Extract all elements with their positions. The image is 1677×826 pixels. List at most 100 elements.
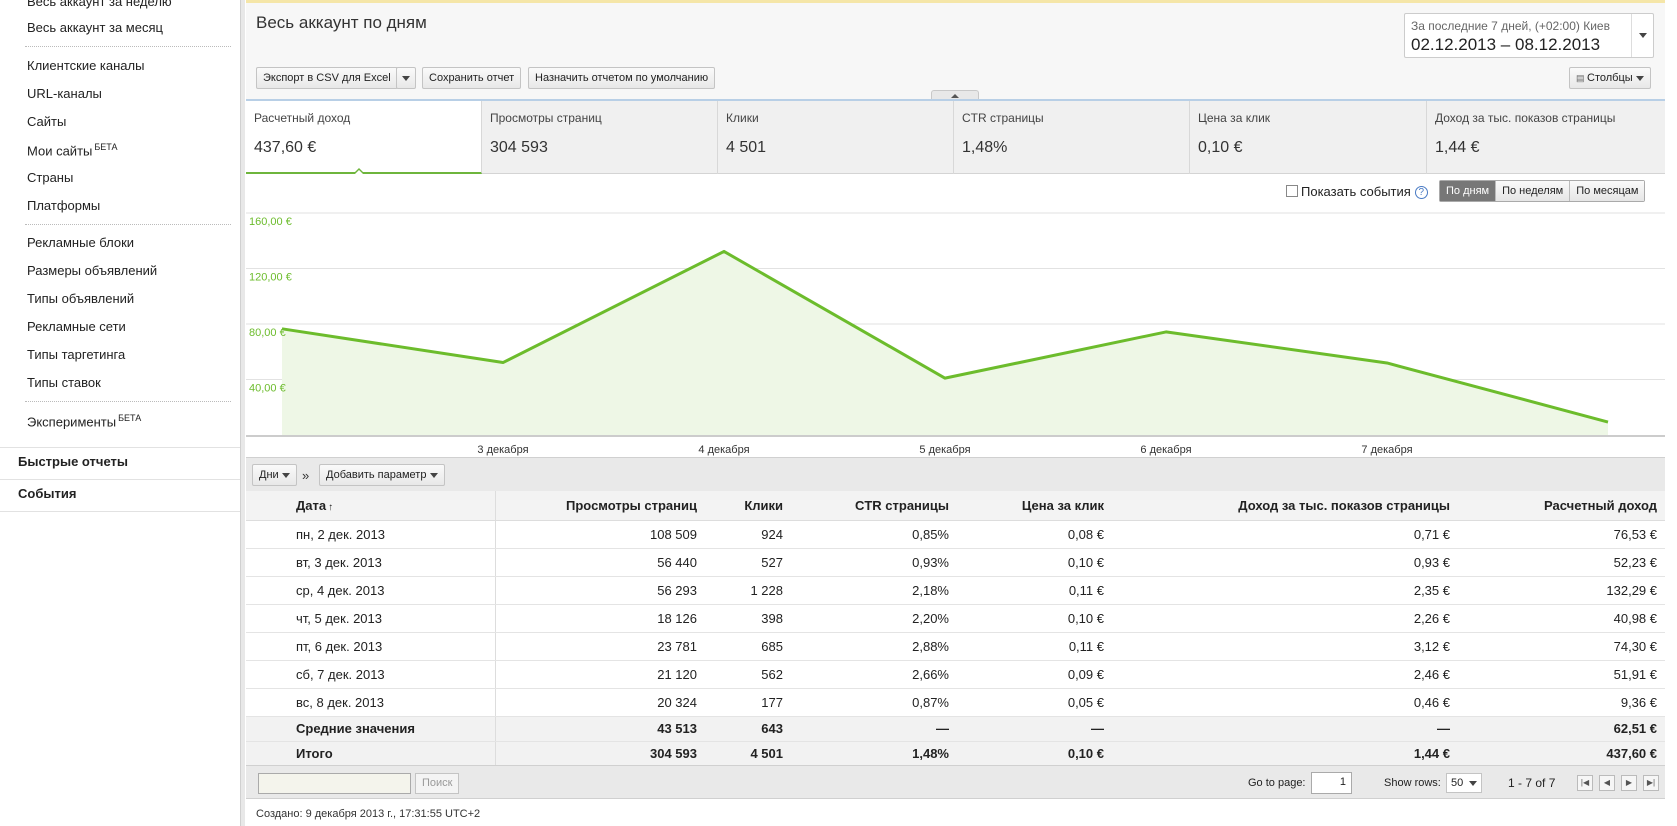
nav-ad-sizes[interactable]: Размеры объявлений [27, 263, 158, 278]
x-tick-label: 4 декабря [698, 444, 749, 456]
table-cell: — [1112, 716, 1458, 742]
nav-targeting-types[interactable]: Типы таргетинга [27, 347, 126, 362]
table-cell: Средние значения [246, 716, 496, 742]
table-toolbar: Дни » Добавить параметр [246, 457, 1665, 491]
table-row: сб, 7 дек. 2013 21 120 562 2,66% 0,09 €2,46 … [246, 660, 1665, 689]
table-cell: 0,10 € [957, 548, 1112, 577]
nav-sites[interactable]: Сайты [27, 114, 67, 129]
col-header-cpc[interactable]: Цена за клик [957, 491, 1112, 521]
y-tick-label: 40,00 € [249, 383, 286, 395]
nav-countries[interactable]: Страны [27, 170, 74, 185]
help-icon[interactable]: ? [1414, 186, 1428, 199]
date-range-label: За последние 7 дней, (+02:00) Киев [1411, 19, 1610, 33]
metric-value: 304 593 [490, 139, 548, 156]
nav-month[interactable]: Весь аккаунт за месяц [27, 20, 163, 35]
columns-button[interactable]: ▤ Столбцы [1569, 67, 1651, 89]
report-table: Дата ↑ Просмотры страниц Клики CTR страни… [246, 491, 1665, 767]
nav-separator [25, 401, 231, 402]
table-cell: 0,08 € [957, 520, 1112, 549]
nav-my-sites[interactable]: Мои сайты БЕТА [27, 142, 118, 158]
metric-tab-revenue[interactable]: Расчетный доход 437,60 € [246, 101, 482, 174]
collapse-toggle[interactable] [931, 90, 979, 101]
table-cell: пн, 2 дек. 2013 [246, 520, 496, 549]
next-page-icon[interactable]: ▶ [1621, 775, 1637, 791]
nav-ad-units[interactable]: Рекламные блоки [27, 235, 135, 250]
add-dimension-button[interactable]: Добавить параметр [319, 464, 445, 486]
metric-tab-ctr[interactable]: CTR страницы 1,48% [954, 101, 1190, 174]
granularity-day-button[interactable]: По дням [1440, 181, 1496, 201]
table-cell: 0,10 € [957, 604, 1112, 633]
nav-week[interactable]: Весь аккаунт за неделю [27, 0, 172, 9]
nav-experiments[interactable]: Эксперименты БЕТА [27, 413, 141, 429]
top-bar [246, 0, 1665, 3]
export-dropdown-button[interactable] [396, 67, 416, 89]
table-cell: чт, 5 дек. 2013 [246, 604, 496, 633]
metric-tab-cpc[interactable]: Цена за клик 0,10 € [1190, 101, 1427, 174]
nav-quick-reports[interactable]: Быстрые отчеты [18, 454, 128, 469]
col-header-pageviews[interactable]: Просмотры страниц [495, 491, 705, 521]
table-cell: 0,10 € [957, 741, 1112, 767]
set-default-button[interactable]: Назначить отчетом по умолчанию [528, 67, 716, 89]
first-page-icon[interactable]: |◀ [1577, 775, 1593, 791]
nav-events[interactable]: События [18, 486, 77, 501]
table-header-row: Дата ↑ Просмотры страниц Клики CTR страни… [246, 491, 1665, 521]
nav-bid-types[interactable]: Типы ставок [27, 375, 101, 390]
sidebar-splitter[interactable] [240, 0, 245, 826]
metric-value: 1,48% [962, 139, 1008, 156]
nav-divider [0, 511, 240, 512]
metric-label: Цена за клик [1198, 111, 1271, 125]
metric-tab-pageviews[interactable]: Просмотры страниц 304 593 [482, 101, 718, 174]
nav-client-channels[interactable]: Клиентские каналы [27, 58, 145, 73]
rows-per-page-select[interactable]: 50 [1446, 773, 1482, 793]
metric-label: Доход за тыс. показов страницы [1435, 111, 1616, 125]
save-report-button[interactable]: Сохранить отчет [422, 67, 522, 89]
granularity-week-button[interactable]: По неделям [1495, 181, 1570, 201]
metric-label: CTR страницы [962, 111, 1044, 125]
nav-platforms[interactable]: Платформы [27, 198, 101, 213]
col-header-revenue[interactable]: Расчетный доход [1458, 491, 1665, 521]
col-header-date[interactable]: Дата ↑ [246, 491, 496, 521]
nav-url-channels[interactable]: URL-каналы [27, 86, 102, 101]
metric-tab-rpm[interactable]: Доход за тыс. показов страницы 1,44 € [1427, 101, 1665, 174]
nav-ad-networks[interactable]: Рекламные сети [27, 319, 126, 334]
table-cell: 0,11 € [957, 632, 1112, 661]
page-number-input[interactable]: 1 [1311, 772, 1352, 794]
main-content: Весь аккаунт по дням За последние 7 дней… [246, 0, 1665, 826]
table-cell: — [791, 716, 957, 742]
nav-ad-types[interactable]: Типы объявлений [27, 291, 135, 306]
table-row: вт, 3 дек. 2013 56 440 527 0,93% 0,10 €0,93 … [246, 548, 1665, 577]
export-csv-button[interactable]: Экспорт в CSV для Excel [256, 67, 398, 89]
show-events-toggle[interactable]: Показать события? [1286, 184, 1428, 199]
table-cell: 0,46 € [1112, 688, 1458, 717]
col-header-ctr[interactable]: CTR страницы [791, 491, 957, 521]
rows-per-page-value: 50 [1451, 777, 1464, 789]
show-events-label: Показать события [1301, 184, 1411, 199]
prev-page-icon[interactable]: ◀ [1599, 775, 1615, 791]
revenue-chart: 40,00 € 80,00 € 120,00 € 160,00 € 3 декабря… [246, 212, 1665, 456]
chevron-down-icon [1635, 75, 1644, 81]
save-report-label: Сохранить отчет [429, 72, 515, 84]
last-page-icon[interactable]: ▶| [1643, 775, 1659, 791]
col-header-rpm[interactable]: Доход за тыс. показов страницы [1112, 491, 1458, 521]
nav-separator [25, 46, 231, 47]
dimension-dropdown[interactable]: Дни [252, 464, 297, 486]
nav-divider [0, 479, 240, 480]
granularity-month-button[interactable]: По месяцам [1569, 181, 1645, 201]
row-range: 1 - 7 of 7 [1508, 776, 1556, 790]
table-cell: 0,93% [791, 548, 957, 577]
table-cell: 4 501 [705, 741, 791, 767]
table-cell: 56 293 [495, 576, 705, 605]
show-events-checkbox[interactable] [1286, 185, 1298, 197]
date-range-dropdown[interactable] [1631, 14, 1653, 57]
table-cell: 1,48% [791, 741, 957, 767]
table-totals-row: Итого 304 593 4 501 1,48% 0,10 €1,44 €437,60… [246, 741, 1665, 767]
date-range-picker[interactable]: За последние 7 дней, (+02:00) Киев 02.12… [1404, 13, 1654, 58]
metric-tab-clicks[interactable]: Клики 4 501 [718, 101, 954, 174]
table-search-button[interactable]: Поиск [415, 773, 460, 794]
table-search-input[interactable] [258, 773, 411, 794]
table-cell: вт, 3 дек. 2013 [246, 548, 496, 577]
table-cell: 0,87% [791, 688, 957, 717]
metric-label: Клики [726, 111, 759, 125]
set-default-label: Назначить отчетом по умолчанию [535, 72, 709, 84]
col-header-clicks[interactable]: Клики [705, 491, 791, 521]
